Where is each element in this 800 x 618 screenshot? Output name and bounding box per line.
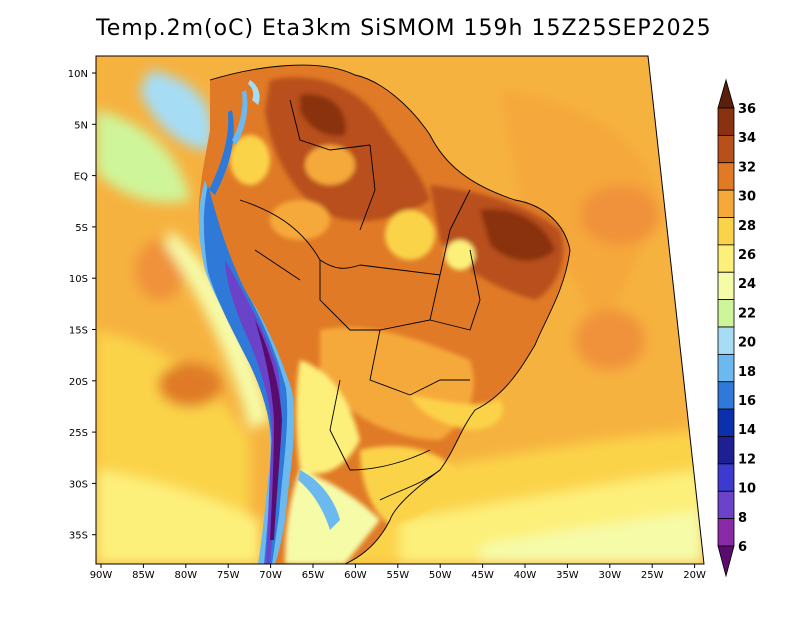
lat-label: EQ (74, 172, 88, 183)
colorbar-swatch (717, 353, 735, 383)
colorbar-swatch (717, 107, 735, 136)
lon-label: 85W (132, 570, 155, 581)
lat-label: 35S (69, 531, 88, 542)
lon-label: 70W (259, 570, 282, 581)
lon-label: 20W (683, 570, 706, 581)
lon-label: 90W (90, 570, 113, 581)
temperature-field (96, 56, 704, 564)
lat-label: 15S (69, 326, 88, 337)
lat-label: 30S (69, 479, 88, 490)
lon-label: 50W (429, 570, 452, 581)
colorbar-label: 18 (738, 365, 756, 380)
colorbar-label: 20 (738, 336, 756, 351)
latitude-axis: 10N 5N EQ 5S 10S 15S 20S 25S 30S 35S (68, 69, 96, 542)
colorbar-swatch (717, 518, 735, 547)
lon-label: 30W (598, 570, 621, 581)
lon-label: 45W (471, 570, 494, 581)
colorbar-label: 6 (738, 540, 747, 555)
colorbar-swatch (717, 436, 735, 465)
colorbar: 36 34 32 30 28 26 24 22 20 18 16 14 12 10 8 6 (717, 78, 756, 578)
colorbar-label: 10 (738, 482, 756, 497)
lat-label: 5S (75, 223, 88, 234)
lon-label: 35W (556, 570, 579, 581)
colorbar-label: 28 (738, 219, 756, 234)
colorbar-label: 26 (738, 248, 756, 263)
map-frame (95, 55, 705, 565)
political-borders (209, 64, 571, 564)
colorbar-swatch (717, 490, 735, 520)
colorbar-label: 8 (738, 511, 747, 526)
colorbar-label: 12 (738, 452, 756, 467)
colorbar-swatch (717, 271, 735, 301)
colorbar-label: 14 (738, 423, 756, 438)
colorbar-swatch (717, 381, 735, 410)
colorbar-swatch (717, 299, 735, 328)
colorbar-swatch (717, 326, 735, 355)
colorbar-swatch (717, 134, 735, 164)
colorbar-swatch (717, 162, 735, 191)
colorbar-label: 16 (738, 394, 756, 409)
lon-label: 55W (386, 570, 409, 581)
longitude-axis: 90W 85W 80W 75W 70W 65W 60W 55W 50W 45W 40W 35W 30W 2… (90, 564, 706, 581)
colorbar-bottom-arrow (717, 545, 735, 578)
lon-label: 25W (641, 570, 664, 581)
colorbar-swatch (717, 244, 735, 273)
colorbar-swatch (717, 463, 735, 492)
lat-label: 10N (68, 69, 88, 80)
lat-label: 25S (69, 428, 88, 439)
colorbar-label: 36 (738, 102, 756, 117)
colorbar-swatch (717, 408, 735, 437)
lon-label: 40W (514, 570, 537, 581)
lon-label: 75W (217, 570, 240, 581)
colorbar-label: 34 (738, 131, 756, 146)
colorbar-label: 22 (738, 306, 756, 321)
lon-label: 65W (302, 570, 325, 581)
colorbar-label: 32 (738, 160, 756, 175)
colorbar-label: 24 (738, 277, 756, 292)
colorbar-swatch (717, 217, 735, 246)
lon-label: 80W (174, 570, 197, 581)
colorbar-swatch (717, 189, 735, 218)
lat-label: 10S (69, 274, 88, 285)
andes-cordillera (198, 80, 340, 564)
lat-label: 20S (69, 377, 88, 388)
colorbar-top-arrow (717, 78, 735, 109)
colorbar-label: 30 (738, 190, 756, 205)
map-title: Temp.2m(oC) Eta3km SiSMOM 159h 15Z25SEP2… (96, 16, 712, 41)
lat-label: 5N (74, 120, 88, 131)
lon-label: 60W (344, 570, 367, 581)
